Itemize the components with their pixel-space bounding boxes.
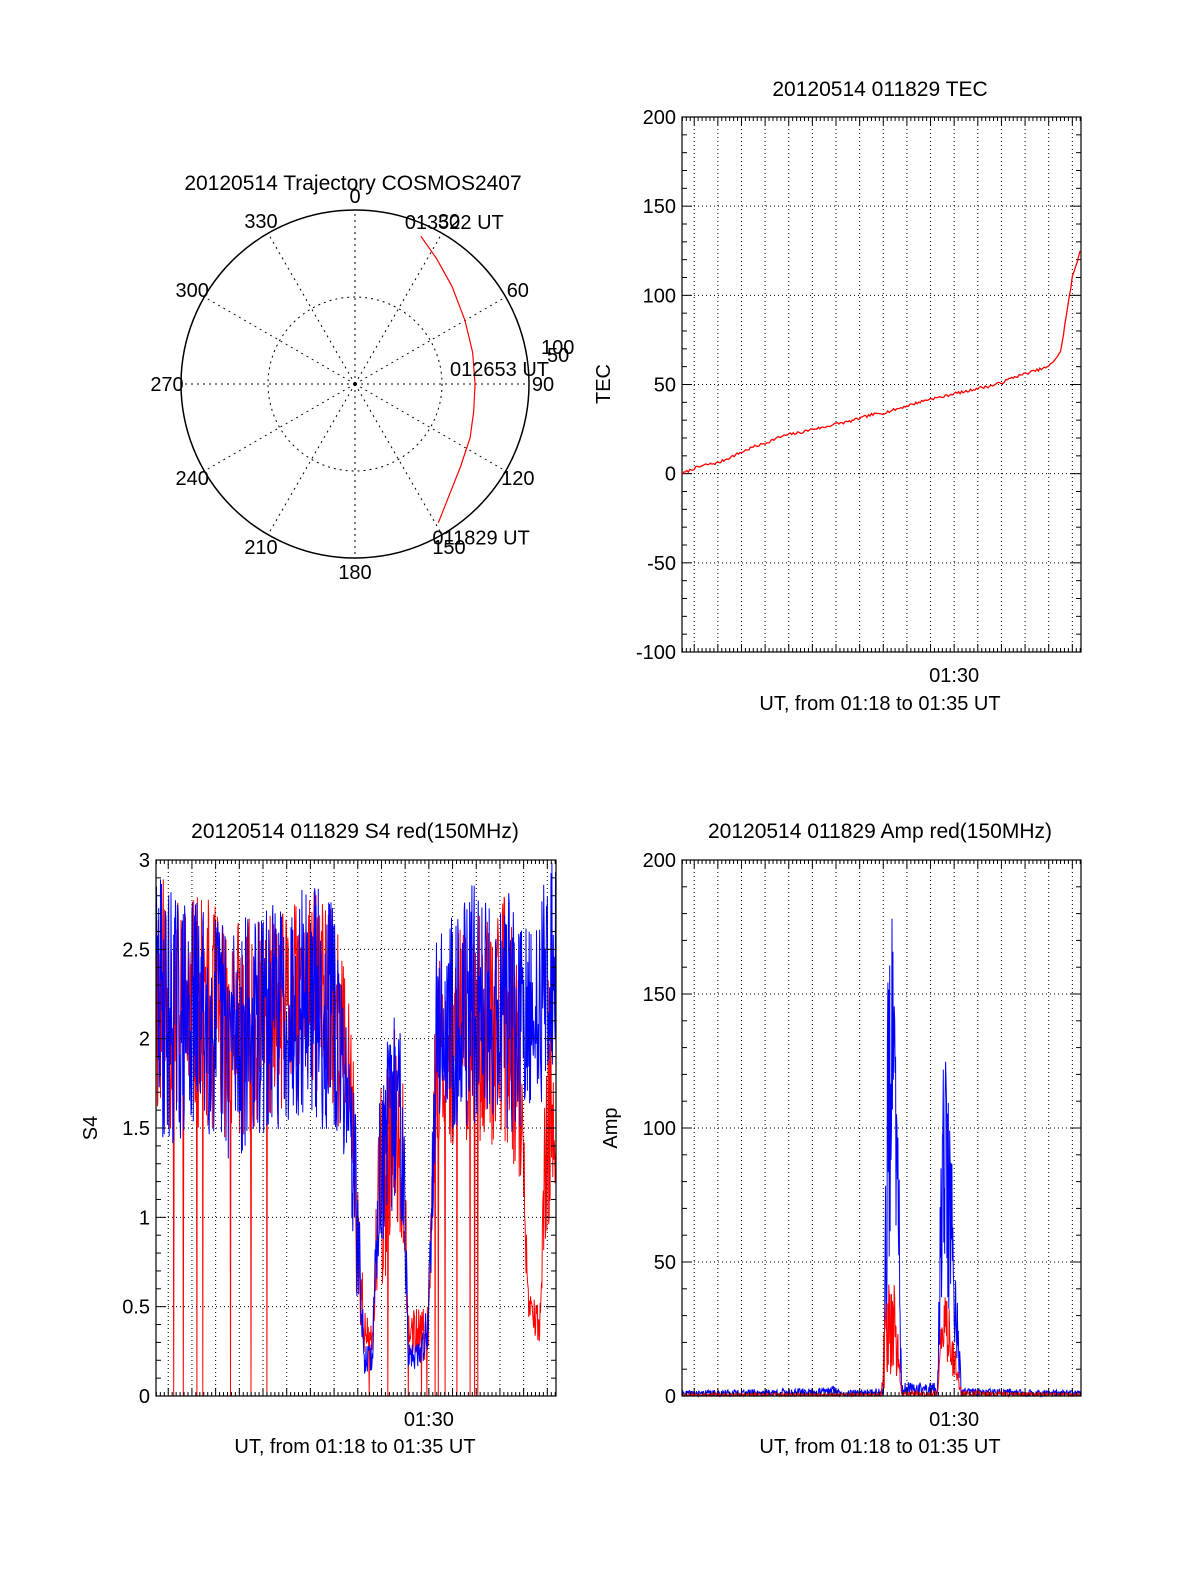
tec-line <box>681 250 1081 475</box>
s4-title: 20120514 011829 S4 red(150MHz) <box>191 820 519 843</box>
y-tick-label-150: 150 <box>643 984 676 1006</box>
x-tick-label-01:30: 01:30 <box>929 1409 979 1431</box>
tec-panel: 20120514 011829 TEC -100 -50 0 50 100 150 200 0… <box>593 78 1082 715</box>
y-tick-label-200: 200 <box>643 107 676 129</box>
trajectory-line <box>420 235 476 523</box>
amp-xlabel: UT, from 01:18 to 01:35 UT <box>759 1436 1000 1458</box>
polar-grid <box>180 209 530 559</box>
radius-label-50: 50 <box>547 345 569 367</box>
y-tick-label--50: -50 <box>647 553 676 575</box>
y-tick-label-150: 150 <box>643 196 676 218</box>
y-tick-label-0: 0 <box>665 1386 676 1408</box>
tec-xlabel: UT, from 01:18 to 01:35 UT <box>759 693 1000 715</box>
tec-ylabel: TEC <box>593 364 615 404</box>
amp-title: 20120514 011829 Amp red(150MHz) <box>708 820 1052 843</box>
azimuth-label-60: 60 <box>507 280 529 302</box>
polar-title: 20120514 Trajectory COSMOS2407 <box>184 172 521 195</box>
azimuth-label-240: 240 <box>175 468 208 490</box>
spoke-210 <box>267 383 356 535</box>
spoke-30 <box>354 233 443 385</box>
y-tick-label--100: -100 <box>636 642 676 664</box>
outer-circle <box>180 209 530 559</box>
azimuth-label-90: 90 <box>532 374 554 396</box>
azimuth-label-330: 330 <box>244 211 277 233</box>
inner-circle <box>267 296 443 472</box>
trajectory-annotations: 013522 UT 012653 UT 011829 UT <box>405 212 549 550</box>
azimuth-label-180: 180 <box>338 562 371 584</box>
spoke-240 <box>204 383 356 472</box>
y-tick-label-3: 3 <box>139 850 150 872</box>
tec-series <box>681 250 1081 475</box>
y-tick-label-0.5: 0.5 <box>122 1297 150 1319</box>
plot-frame <box>681 859 1082 1397</box>
radius-label-100: 100 <box>541 337 574 359</box>
y-tick-label-2: 2 <box>139 1029 150 1051</box>
plot-frame <box>155 859 557 1397</box>
s4-ylabel: S4 <box>80 1116 102 1140</box>
amp-panel: 20120514 011829 Amp red(150MHz) 0 50 100 15… <box>600 820 1082 1458</box>
amp-ylabel: Amp <box>600 1107 622 1148</box>
spoke-60 <box>354 296 506 385</box>
azimuth-label-30: 30 <box>438 211 460 233</box>
amp-series <box>681 918 1082 1398</box>
azimuth-label-150: 150 <box>432 537 465 559</box>
y-tick-label-50: 50 <box>654 1252 676 1274</box>
x-tick-label-01:30: 01:30 <box>404 1409 454 1431</box>
s4-series <box>155 863 557 1397</box>
annotation-0: 013522 UT <box>405 212 504 234</box>
plot-frame <box>681 116 1082 653</box>
x-tick-label-01:30: 01:30 <box>929 665 979 687</box>
azimuth-label-120: 120 <box>501 468 534 490</box>
s4-axes: 0 0.5 1 1.5 2 2.5 3 01:30 <box>122 850 557 1431</box>
spoke-150 <box>354 383 443 535</box>
y-tick-label-0: 0 <box>665 464 676 486</box>
azimuth-label-270: 270 <box>150 374 183 396</box>
spoke-300 <box>204 296 356 385</box>
s4-xlabel: UT, from 01:18 to 01:35 UT <box>234 1436 475 1458</box>
y-tick-label-100: 100 <box>643 285 676 307</box>
annotation-2: 011829 UT <box>432 528 529 550</box>
y-tick-label-2.5: 2.5 <box>122 939 150 961</box>
azimuth-label-300: 300 <box>175 280 208 302</box>
spoke-120 <box>354 383 506 472</box>
annotation-1: 012653 UT <box>450 359 549 381</box>
s4-panel: 20120514 011829 S4 red(150MHz) 0 0.5 1 1.5 2… <box>80 820 557 1458</box>
y-tick-label-50: 50 <box>654 375 676 397</box>
series-red-line <box>681 1284 1082 1398</box>
azimuth-label-0: 0 <box>349 186 360 208</box>
tec-title: 20120514 011829 TEC <box>772 78 987 101</box>
tec-axes: -100 -50 0 50 100 150 200 01:30 <box>636 107 1082 687</box>
y-tick-label-100: 100 <box>643 1118 676 1140</box>
y-tick-label-1: 1 <box>139 1207 150 1229</box>
spoke-330 <box>267 233 356 385</box>
y-tick-label-0: 0 <box>139 1386 150 1408</box>
y-tick-label-1.5: 1.5 <box>122 1118 150 1140</box>
amp-axes: 0 50 100 150 200 01:30 <box>643 850 1082 1431</box>
series-blue-line <box>155 863 557 1374</box>
azimuth-label-210: 210 <box>244 537 277 559</box>
y-tick-label-200: 200 <box>643 850 676 872</box>
polar-trajectory-panel: 20120514 Trajectory COSMOS2407 0 30 60 90 12… <box>150 172 574 584</box>
